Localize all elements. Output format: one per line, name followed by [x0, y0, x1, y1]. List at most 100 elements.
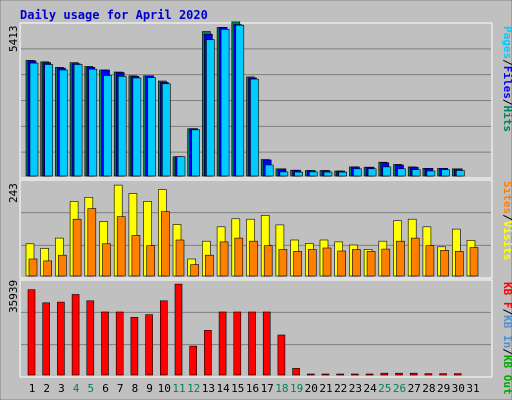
kb-f-bar-day-26	[395, 372, 403, 376]
sites-bar-day-11	[175, 239, 185, 277]
x-label-day-29: 29	[437, 382, 450, 395]
middle-ymax-label: 243	[7, 183, 20, 203]
kb-f-bar-day-13	[204, 330, 212, 376]
pages-bar-day-19	[294, 171, 303, 177]
chart-title: Daily usage for April 2020	[20, 8, 208, 22]
pages-bar-day-18	[279, 171, 289, 177]
pages-bar-day-2	[44, 64, 54, 177]
sites-bar-day-16	[249, 240, 258, 277]
legend-separator: /	[501, 99, 512, 106]
kb-f-bar-day-11	[174, 283, 183, 376]
sites-bar-day-25	[381, 248, 391, 277]
sites-bar-day-29	[440, 250, 449, 277]
legend-hits: Hits	[501, 106, 512, 133]
legend-sites: Sites	[501, 181, 512, 214]
pages-bar-day-12	[191, 129, 200, 177]
x-label-day-1: 1	[29, 382, 36, 395]
x-label-day-20: 20	[305, 382, 318, 395]
pages-bar-day-7	[117, 76, 127, 177]
sites-bar-day-3	[58, 254, 67, 277]
kb-f-bar-day-14	[218, 311, 227, 376]
sites-bar-day-6	[102, 243, 111, 277]
x-label-day-17: 17	[261, 382, 274, 395]
sites-bar-day-26	[396, 240, 405, 277]
middle-panel: 243 Sites/Visits	[7, 179, 512, 279]
sites-bar-day-31	[469, 247, 479, 277]
x-label-day-16: 16	[246, 382, 259, 395]
x-label-day-21: 21	[319, 382, 332, 395]
sites-bar-day-7	[116, 216, 126, 277]
x-label-day-28: 28	[422, 382, 435, 395]
legend-separator: /	[501, 214, 512, 221]
middle-bars	[25, 184, 479, 277]
x-label-day-30: 30	[452, 382, 465, 395]
x-label-day-13: 13	[202, 382, 215, 395]
x-label-day-2: 2	[43, 382, 50, 395]
sites-bar-day-13	[205, 254, 214, 277]
pages-bar-day-30	[455, 170, 465, 177]
sites-bar-day-23	[352, 249, 361, 277]
kb-f-bar-day-30	[453, 373, 462, 376]
bottom-bars	[27, 283, 462, 376]
sites-bar-day-24	[366, 251, 376, 277]
x-label-day-5: 5	[87, 382, 94, 395]
pages-bar-day-22	[338, 171, 348, 177]
kb-f-bar-day-5	[86, 300, 95, 376]
sites-bar-day-21	[322, 247, 332, 277]
kb-f-bar-day-21	[321, 373, 330, 376]
kb-f-bar-day-16	[248, 311, 256, 376]
kb-f-bar-day-29	[439, 373, 447, 376]
x-label-day-31: 31	[466, 382, 479, 395]
bottom-gridlines	[21, 311, 491, 346]
pages-bar-day-9	[147, 77, 156, 177]
x-label-day-12: 12	[187, 382, 200, 395]
bottom-plot-area	[19, 279, 493, 378]
kb-f-bar-day-7	[115, 311, 124, 376]
pages-bar-day-3	[59, 69, 68, 177]
x-label-day-22: 22	[334, 382, 347, 395]
pages-bar-day-1	[29, 62, 39, 177]
sites-bar-day-17	[263, 245, 273, 277]
sites-bar-day-12	[190, 264, 199, 277]
kb-f-bar-day-9	[145, 314, 153, 376]
legend-separator: /	[501, 348, 512, 355]
legend-files: Files	[501, 66, 512, 99]
x-label-day-7: 7	[117, 382, 124, 395]
sites-bar-day-4	[72, 218, 82, 277]
kb-f-bar-day-27	[409, 372, 418, 376]
x-label-day-18: 18	[275, 382, 288, 395]
kb-f-bar-day-1	[27, 289, 36, 376]
x-label-day-6: 6	[102, 382, 109, 395]
kb-f-bar-day-22	[336, 373, 345, 376]
legend-kb-out: KB Out	[501, 355, 512, 395]
legend-visits: Visits	[501, 221, 512, 261]
sites-bar-day-19	[293, 251, 302, 277]
x-label-day-4: 4	[73, 382, 80, 395]
sites-bar-day-2	[43, 260, 53, 277]
top-ymax-label: 5413	[7, 26, 20, 53]
x-label-day-3: 3	[58, 382, 65, 395]
top-bars	[25, 21, 465, 177]
sites-bar-day-8	[131, 235, 141, 277]
x-label-day-10: 10	[158, 382, 171, 395]
kb-f-bar-day-3	[57, 301, 65, 376]
x-axis-day-labels: 1 2 3 4 5 6 7 8 9 10 11 12 13 14 15 16 17 18 19 20 21 22 23 24 2…	[29, 382, 480, 395]
x-label-day-26: 26	[393, 382, 406, 395]
sites-bar-day-28	[425, 245, 435, 277]
pages-bar-day-10	[162, 83, 171, 177]
pages-bar-day-26	[397, 168, 406, 177]
pages-bar-day-5	[88, 68, 98, 177]
kb-f-bar-day-19	[292, 368, 300, 376]
kb-f-bar-day-20	[306, 373, 315, 376]
pages-bar-day-15	[235, 24, 245, 177]
pages-bar-day-23	[353, 168, 362, 177]
pages-bar-day-6	[103, 75, 112, 177]
pages-bar-day-20	[308, 171, 318, 177]
sites-bar-day-22	[337, 250, 347, 277]
sites-bar-day-10	[161, 211, 170, 277]
kb-f-bar-day-28	[424, 373, 433, 376]
x-label-day-27: 27	[408, 382, 421, 395]
kb-f-bar-day-23	[351, 373, 359, 376]
sites-bar-day-9	[146, 245, 155, 277]
